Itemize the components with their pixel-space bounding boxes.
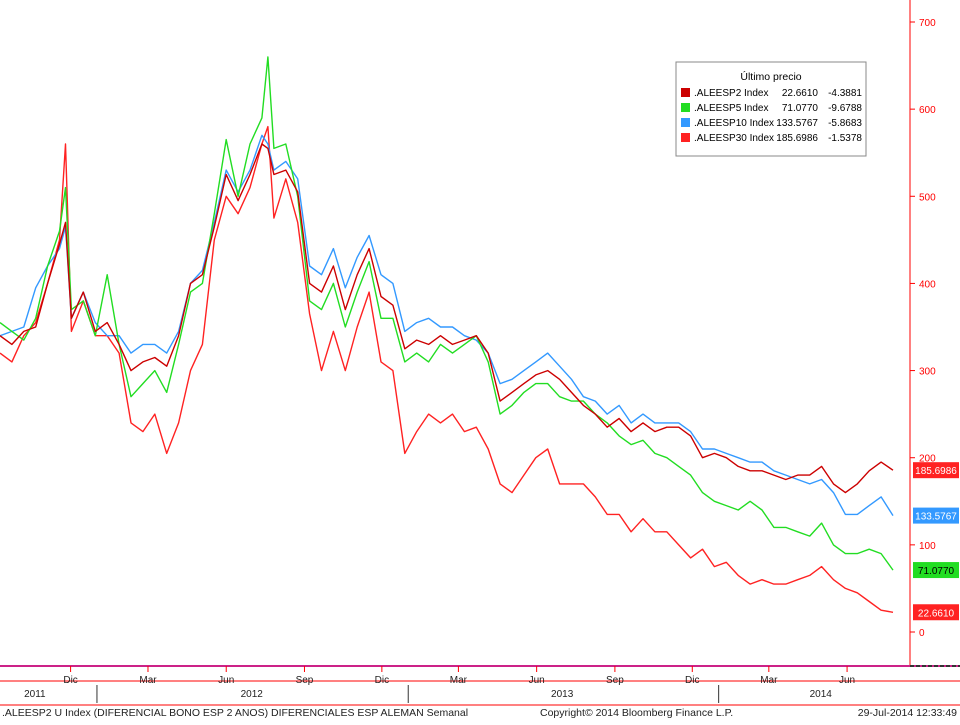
last-value-tag	[913, 507, 959, 524]
legend-last-price: 185.6986	[776, 133, 818, 144]
x-year-label: 2013	[551, 689, 574, 700]
x-month-label: Dic	[685, 675, 699, 686]
legend-last-price: 22.6610	[782, 88, 819, 99]
last-value-tag	[913, 604, 959, 621]
legend-change: -4.3881	[828, 88, 862, 99]
x-year-label: 2014	[810, 689, 833, 700]
legend-ticker: .ALEESP30 Index	[694, 133, 774, 144]
last-value-label: 185.6986	[915, 466, 957, 477]
axes: 0 100 200 300 400 500 600 700 Dic Mar Jun Sep Dic Mar…	[0, 0, 960, 706]
y-tick-label: 100	[919, 541, 936, 552]
footer-copyright: Copyright© 2014 Bloomberg Finance L.P.	[540, 707, 733, 719]
legend-ticker: .ALEESP10 Index	[694, 118, 774, 129]
legend: Último precio .ALEESP2 Index 22.6610 -4.388…	[675, 61, 867, 157]
legend-last-price: 71.0770	[782, 103, 819, 114]
series-line-2	[0, 134, 894, 516]
footer-timestamp: 29-Jul-2014 12:33:49	[858, 707, 957, 719]
x-month-label: Jun	[218, 675, 234, 686]
last-value-label: 71.0770	[918, 566, 955, 577]
footer-description: .ALEESP2 U Index (DIFERENCIAL BONO ESP 2…	[2, 707, 468, 719]
y-tick-label: 400	[919, 279, 936, 290]
legend-change: -5.8683	[828, 118, 862, 129]
legend-swatch	[681, 118, 690, 127]
x-month-label: Dic	[375, 675, 389, 686]
x-month-label: Jun	[839, 675, 855, 686]
x-month-label: Mar	[450, 675, 468, 686]
legend-change: -1.5378	[828, 133, 862, 144]
legend-swatch	[681, 103, 690, 112]
series-line-3	[0, 56, 894, 571]
y-tick-label: 500	[919, 192, 936, 203]
legend-change: -9.6788	[828, 103, 862, 114]
last-value-tag	[913, 462, 959, 479]
y-tick-label: 700	[919, 18, 936, 29]
last-value-label: 22.6610	[918, 608, 955, 619]
y-tick-label: 0	[919, 628, 925, 639]
y-tick-label: 200	[919, 454, 936, 465]
series-line-4	[0, 143, 894, 494]
last-value-label: 133.5767	[915, 512, 957, 523]
footer: .ALEESP2 U Index (DIFERENCIAL BONO ESP 2…	[2, 707, 957, 719]
legend-last-price: 133.5767	[776, 118, 818, 129]
series-line-1	[0, 125, 894, 613]
x-month-label: Sep	[296, 675, 314, 686]
legend-ticker: .ALEESP5 Index	[694, 103, 769, 114]
x-month-label: Mar	[139, 675, 157, 686]
legend-title: Último precio	[740, 70, 801, 83]
last-value-tag	[913, 562, 959, 579]
x-year-label: 2011	[24, 689, 46, 700]
legend-swatch	[681, 88, 690, 97]
legend-swatch	[681, 133, 690, 142]
legend-box	[675, 61, 867, 157]
y-tick-label: 300	[919, 367, 936, 378]
y-tick-label: 600	[919, 105, 936, 116]
x-month-label: Mar	[760, 675, 778, 686]
x-year-label: 2012	[241, 689, 264, 700]
x-month-label: Jun	[529, 675, 545, 686]
x-month-label: Dic	[63, 675, 77, 686]
legend-ticker: .ALEESP2 Index	[694, 88, 769, 99]
series-lines	[0, 56, 894, 613]
x-month-label: Sep	[606, 675, 624, 686]
